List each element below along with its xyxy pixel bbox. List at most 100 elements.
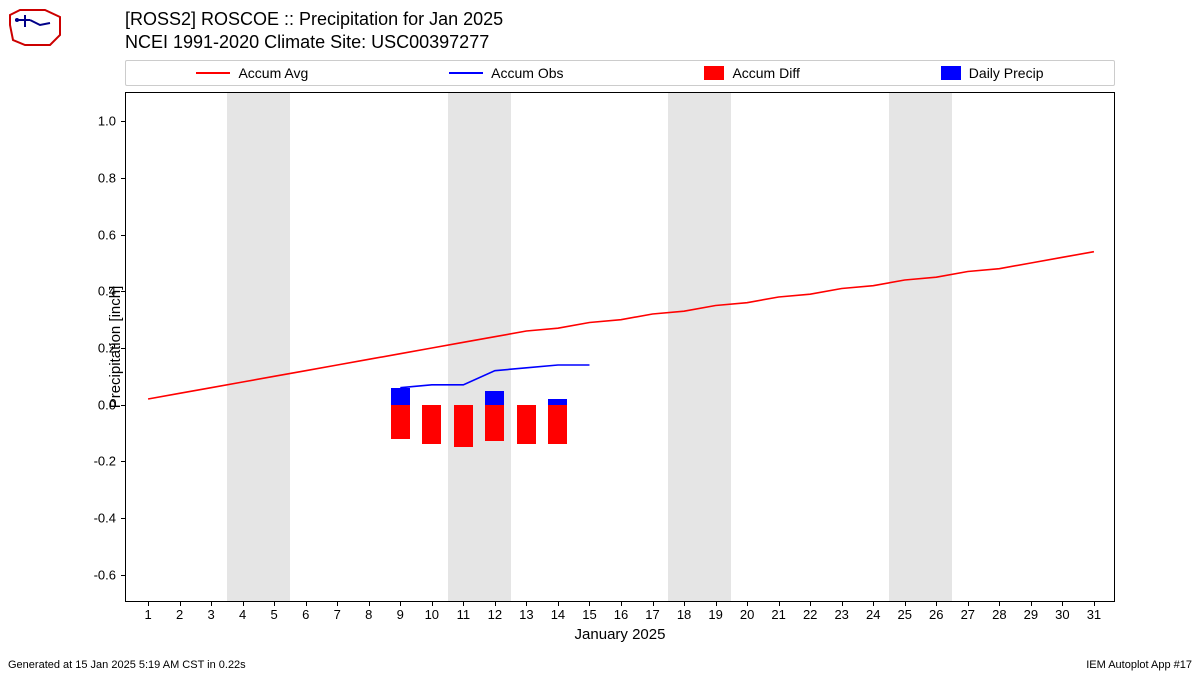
ytick-mark (121, 121, 126, 122)
xtick-mark (274, 601, 275, 606)
xtick-mark (526, 601, 527, 606)
xtick-label: 25 (898, 607, 912, 622)
ytick-mark (121, 518, 126, 519)
xtick-label: 29 (1024, 607, 1038, 622)
xtick-mark (495, 601, 496, 606)
xtick-mark (653, 601, 654, 606)
ytick-mark (121, 405, 126, 406)
xtick-label: 27 (961, 607, 975, 622)
xtick-mark (999, 601, 1000, 606)
xtick-label: 24 (866, 607, 880, 622)
legend-box-icon (941, 66, 961, 80)
xtick-label: 20 (740, 607, 754, 622)
footer-generated: Generated at 15 Jan 2025 5:19 AM CST in … (8, 659, 246, 671)
xtick-label: 13 (519, 607, 533, 622)
xtick-label: 14 (551, 607, 565, 622)
xtick-mark (180, 601, 181, 606)
xtick-label: 4 (239, 607, 246, 622)
daily-precip-bar (485, 391, 504, 405)
xtick-mark (432, 601, 433, 606)
legend-daily-precip: Daily Precip (941, 65, 1044, 81)
ytick-label: 1.0 (76, 114, 116, 129)
xtick-mark (716, 601, 717, 606)
xtick-label: 9 (397, 607, 404, 622)
xtick-label: 15 (582, 607, 596, 622)
xtick-label: 17 (645, 607, 659, 622)
ytick-label: 0.4 (76, 284, 116, 299)
footer-app: IEM Autoplot App #17 (1086, 659, 1192, 671)
xtick-mark (842, 601, 843, 606)
legend-accum-diff: Accum Diff (704, 65, 799, 81)
xtick-label: 16 (614, 607, 628, 622)
xtick-label: 28 (992, 607, 1006, 622)
ytick-mark (121, 461, 126, 462)
ytick-mark (121, 291, 126, 292)
xtick-label: 5 (271, 607, 278, 622)
xtick-mark (1062, 601, 1063, 606)
xtick-mark (684, 601, 685, 606)
xtick-label: 1 (144, 607, 151, 622)
xtick-mark (306, 601, 307, 606)
xtick-label: 2 (176, 607, 183, 622)
legend-line-icon (196, 72, 230, 74)
xtick-label: 18 (677, 607, 691, 622)
ytick-label: 0.2 (76, 341, 116, 356)
xtick-label: 31 (1087, 607, 1101, 622)
title-line-2: NCEI 1991-2020 Climate Site: USC00397277 (125, 31, 503, 54)
xtick-mark (873, 601, 874, 606)
xtick-mark (463, 601, 464, 606)
accum-diff-bar (422, 405, 441, 445)
xtick-mark (337, 601, 338, 606)
legend-box-icon (704, 66, 724, 80)
ytick-label: 0.6 (76, 227, 116, 242)
ytick-label: -0.6 (76, 567, 116, 582)
ytick-mark (121, 348, 126, 349)
xtick-mark (1094, 601, 1095, 606)
xtick-label: 30 (1055, 607, 1069, 622)
accum-diff-bar (454, 405, 473, 448)
chart-title: [ROSS2] ROSCOE :: Precipitation for Jan … (125, 8, 503, 53)
xtick-mark (1031, 601, 1032, 606)
daily-precip-bar (391, 388, 410, 405)
xtick-mark (621, 601, 622, 606)
xtick-mark (211, 601, 212, 606)
xtick-label: 6 (302, 607, 309, 622)
xtick-label: 3 (208, 607, 215, 622)
ytick-label: -0.4 (76, 511, 116, 526)
ytick-mark (121, 575, 126, 576)
xtick-label: 11 (457, 607, 471, 622)
xtick-label: 10 (425, 607, 439, 622)
accum-diff-bar (391, 405, 410, 439)
plot-svg (126, 93, 1116, 603)
xtick-label: 21 (771, 607, 785, 622)
xtick-label: 12 (488, 607, 502, 622)
ytick-label: -0.2 (76, 454, 116, 469)
ytick-mark (121, 235, 126, 236)
x-axis-label: January 2025 (575, 626, 666, 643)
accum-obs-line (400, 365, 589, 388)
xtick-mark (936, 601, 937, 606)
xtick-mark (369, 601, 370, 606)
accum-avg-line (148, 252, 1094, 399)
xtick-label: 19 (708, 607, 722, 622)
accum-diff-bar (485, 405, 504, 442)
plot-area: Precipitation [inch] January 2025 -0.6-0… (125, 92, 1115, 602)
xtick-mark (779, 601, 780, 606)
accum-diff-bar (517, 405, 536, 445)
xtick-label: 22 (803, 607, 817, 622)
xtick-mark (589, 601, 590, 606)
legend-line-icon (449, 72, 483, 74)
iem-logo (5, 5, 65, 50)
xtick-label: 8 (365, 607, 372, 622)
xtick-mark (747, 601, 748, 606)
legend-accum-obs: Accum Obs (449, 65, 563, 81)
accum-diff-bar (548, 405, 567, 445)
xtick-mark (243, 601, 244, 606)
ytick-mark (121, 178, 126, 179)
ytick-label: 0.0 (76, 397, 116, 412)
xtick-mark (905, 601, 906, 606)
title-line-1: [ROSS2] ROSCOE :: Precipitation for Jan … (125, 8, 503, 31)
xtick-mark (400, 601, 401, 606)
xtick-mark (968, 601, 969, 606)
legend-accum-avg: Accum Avg (196, 65, 308, 81)
